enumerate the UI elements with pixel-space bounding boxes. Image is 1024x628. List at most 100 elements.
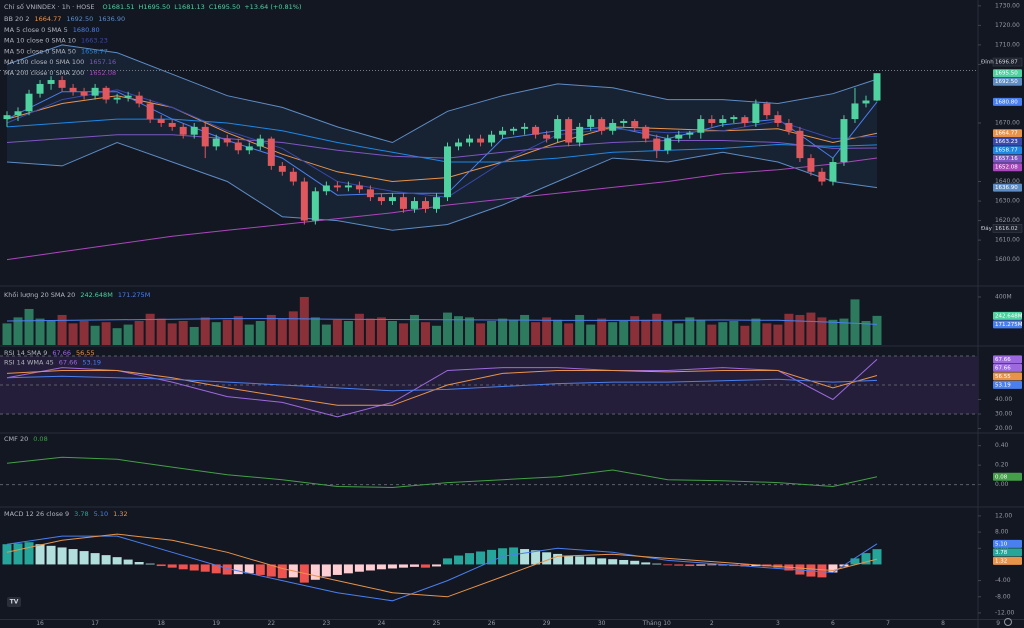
marker-tag-label: Đáy xyxy=(981,225,993,232)
candle-body xyxy=(477,138,485,143)
macd-histogram-bar xyxy=(861,553,871,565)
candle-body xyxy=(543,134,551,139)
value-tag xyxy=(993,556,1022,565)
macd-histogram-bar xyxy=(564,555,574,565)
volume-bar xyxy=(454,316,464,345)
volume-bar xyxy=(387,320,397,345)
value-tag-label: 1680.80 xyxy=(995,99,1018,105)
volume-bar xyxy=(156,318,166,345)
volume-bar xyxy=(24,308,34,345)
volume-bar xyxy=(795,314,805,345)
candle-body xyxy=(113,97,121,100)
time-label: 22 xyxy=(267,620,275,627)
volume-bar xyxy=(663,320,673,345)
volume-bar xyxy=(509,319,519,345)
rsi-line xyxy=(6,370,878,406)
candle-body xyxy=(719,119,727,123)
value-tag xyxy=(993,163,1022,172)
value-tag-label: 1652.08 xyxy=(995,165,1018,171)
volume-bar xyxy=(861,320,871,345)
macd-histogram-bar xyxy=(630,560,640,565)
volume-bar xyxy=(674,323,684,345)
candle-body xyxy=(730,117,738,120)
macd-histogram-bar xyxy=(465,553,475,565)
volume-bar xyxy=(13,317,23,345)
marker-tag xyxy=(992,224,1023,233)
macd-histogram-bar xyxy=(244,564,254,574)
marker-tag-value: 1696.87 xyxy=(995,60,1018,66)
candle-body xyxy=(102,87,110,100)
volume-bar xyxy=(641,319,651,345)
volume-bar xyxy=(277,318,287,345)
indicator-legend: MA 200 close 0 SMA 200 xyxy=(4,69,84,77)
value-tag-label: 171.275M xyxy=(995,322,1023,328)
volume-bar xyxy=(90,325,100,345)
candle-body xyxy=(686,132,694,135)
macd-histogram-bar xyxy=(266,564,276,577)
candle-body xyxy=(201,126,209,147)
volume-bar xyxy=(707,324,717,345)
volume-bar xyxy=(773,324,783,345)
macd-histogram-bar xyxy=(718,564,728,566)
value-tag xyxy=(993,372,1022,381)
y-tick-label: 40.00 xyxy=(995,396,1012,403)
candle-body xyxy=(245,146,253,151)
macd-histogram-bar xyxy=(476,551,486,565)
volume-bar xyxy=(729,320,739,345)
marker-tag-value: 1616.02 xyxy=(995,226,1018,232)
bb-lower-line xyxy=(6,141,878,231)
volume-bar xyxy=(553,319,563,345)
macd-histogram-bar xyxy=(2,544,12,565)
candle-body xyxy=(14,111,22,116)
y-tick-label: 8.00 xyxy=(995,529,1009,536)
volume-bar xyxy=(299,296,309,345)
volume-sma-line xyxy=(6,318,878,325)
candle-body xyxy=(36,83,44,94)
volume-bar xyxy=(685,317,695,345)
candle-body xyxy=(267,138,275,166)
candle-body xyxy=(598,119,606,131)
candle-body xyxy=(455,142,463,147)
candle-body xyxy=(642,126,650,139)
macd-histogram-bar xyxy=(156,564,166,567)
volume-bar xyxy=(520,314,530,345)
volume-bar xyxy=(597,318,607,345)
value-tag-label: 1664.77 xyxy=(995,131,1018,137)
candle-body xyxy=(190,126,198,135)
volume-bar xyxy=(365,318,375,345)
value-tag xyxy=(993,539,1022,548)
candle-body xyxy=(421,201,429,209)
macd-histogram-bar xyxy=(795,564,805,575)
candle-body xyxy=(179,126,187,135)
candle-body xyxy=(47,80,55,84)
value-tag-label: 1695.50 xyxy=(995,71,1018,77)
candle-body xyxy=(532,126,540,135)
indicator-readout: 0.08 xyxy=(33,435,47,443)
y-tick-label: 1630.00 xyxy=(995,198,1020,205)
value-tag-label: 3.78 xyxy=(995,550,1008,556)
volume-bar xyxy=(630,316,640,345)
time-label: 16 xyxy=(36,620,44,627)
value-tag-label: 53.19 xyxy=(995,382,1011,388)
volume-bar xyxy=(310,317,320,345)
candle-body xyxy=(333,185,341,188)
volume-bar xyxy=(575,314,585,345)
macd-histogram-bar xyxy=(531,550,541,565)
indicator-legend: MACD 12 26 close 9 xyxy=(4,510,69,518)
macd-histogram-bar xyxy=(575,556,585,565)
macd-histogram-bar xyxy=(277,564,287,579)
macd-histogram-bar xyxy=(850,558,860,565)
volume-bar xyxy=(542,317,552,345)
value-tag xyxy=(993,380,1022,389)
volume-bar xyxy=(57,314,67,345)
time-label: 7 xyxy=(886,620,890,627)
time-label: 3 xyxy=(776,620,780,627)
time-label: 26 xyxy=(488,620,496,627)
volume-bar xyxy=(652,313,662,345)
candle-body xyxy=(631,121,639,127)
candle-body xyxy=(653,138,661,151)
tradingview-logo: TV xyxy=(7,597,21,607)
settings-button[interactable] xyxy=(1004,618,1012,626)
y-tick-label: -8.00 xyxy=(995,593,1011,600)
